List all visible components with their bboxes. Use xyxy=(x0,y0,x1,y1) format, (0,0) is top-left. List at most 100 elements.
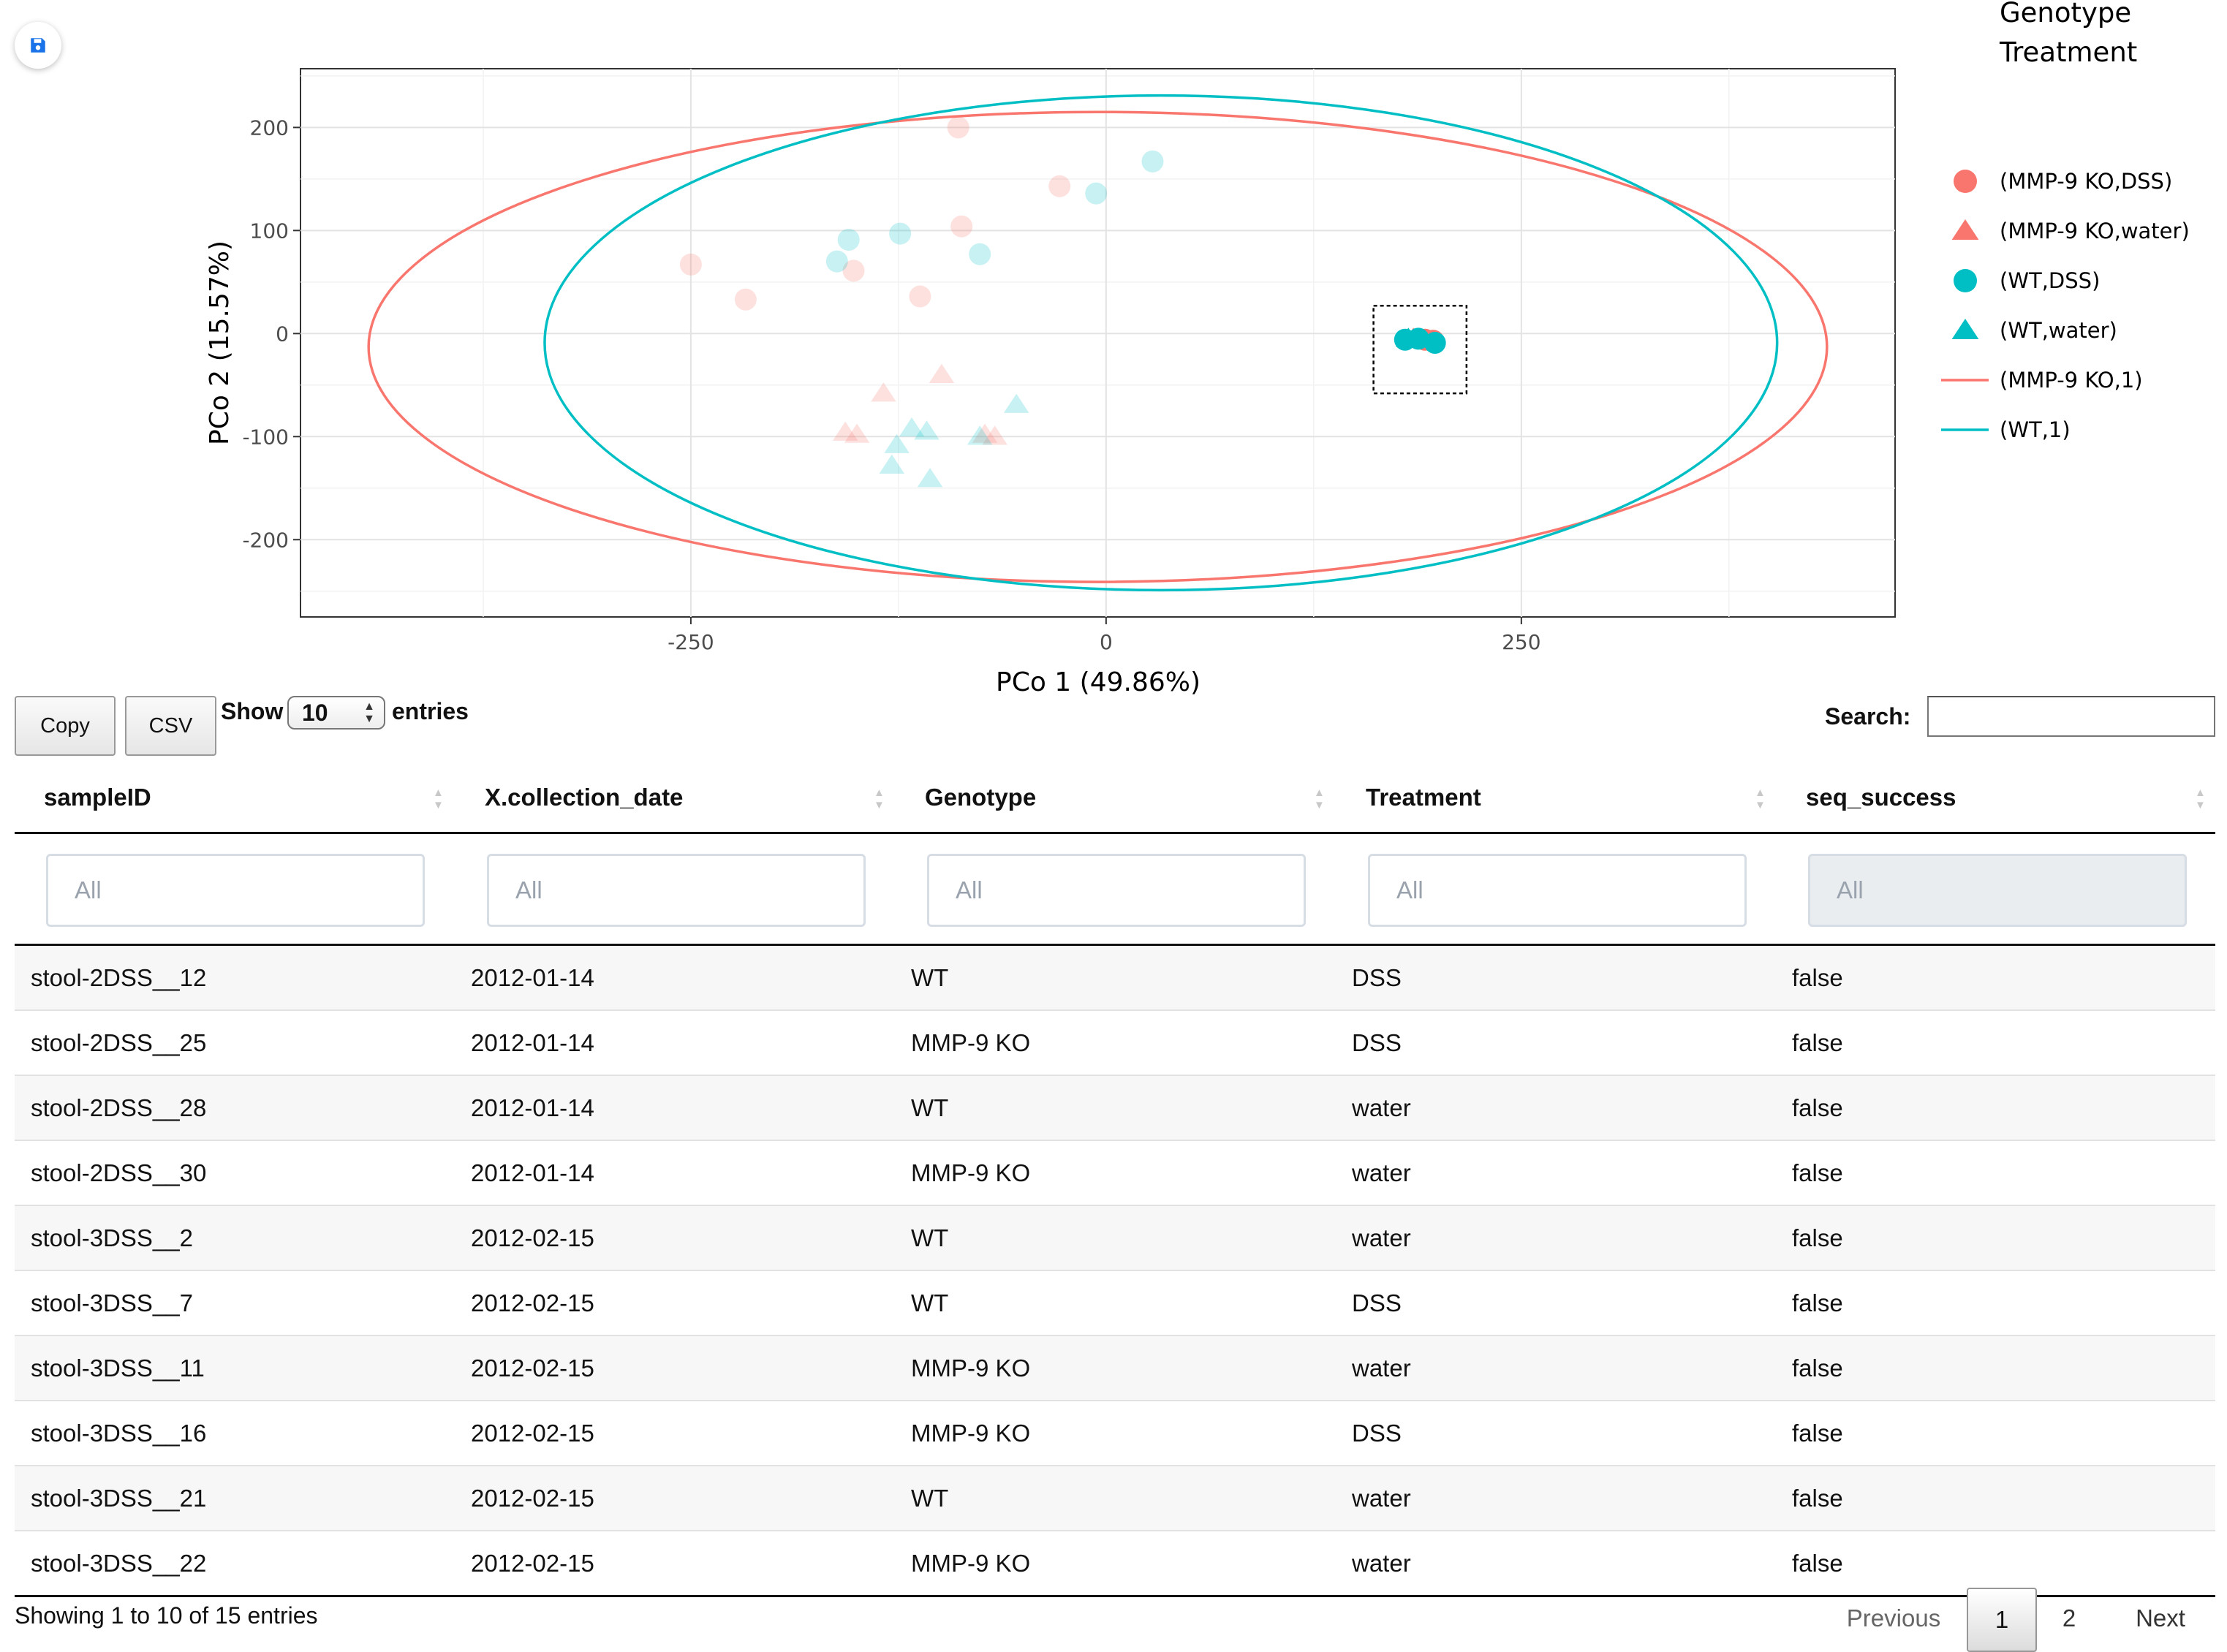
cell-collection-date: 2012-02-15 xyxy=(471,1550,594,1577)
faded-point xyxy=(1048,175,1071,197)
column-header-treatment[interactable]: Treatment xyxy=(1366,784,1481,811)
faded-point xyxy=(844,423,870,443)
csv-button[interactable]: CSV xyxy=(125,696,216,756)
cell-treatment: water xyxy=(1352,1094,1411,1121)
sort-icon[interactable]: ▲ ▼ xyxy=(2195,787,2206,811)
y-axis-title: PCo 2 (15.57%) xyxy=(205,240,235,445)
filter-collection-date[interactable]: All xyxy=(487,854,866,927)
filter-sampleid[interactable]: All xyxy=(46,854,425,927)
column-header-sampleid[interactable]: sampleID xyxy=(44,784,151,811)
cell-seq-success: false xyxy=(1792,1550,1843,1577)
table-row[interactable]: stool-2DSS__12 2012-01-14 WT DSS false xyxy=(15,946,2215,1011)
y-tick-label: 200 xyxy=(250,115,289,140)
cell-genotype: MMP-9 KO xyxy=(911,1354,1031,1382)
pagination-page-2[interactable]: 2 xyxy=(2062,1604,2076,1632)
table-row[interactable]: stool-3DSS__22 2012-02-15 MMP-9 KO water fal… xyxy=(15,1531,2215,1597)
cell-sampleid: stool-2DSS__12 xyxy=(31,964,207,991)
cell-seq-success: false xyxy=(1792,1029,1843,1056)
faded-point xyxy=(837,229,860,251)
faded-point xyxy=(917,468,943,488)
cell-seq-success: false xyxy=(1792,964,1843,991)
entries-select[interactable]: 10 ▲ ▼ xyxy=(287,696,385,730)
faded-point xyxy=(832,421,858,441)
cell-collection-date: 2012-01-14 xyxy=(471,1159,594,1186)
cell-sampleid: stool-3DSS__21 xyxy=(31,1485,207,1512)
cell-treatment: DSS xyxy=(1352,1289,1402,1316)
faded-point xyxy=(929,363,955,383)
cell-genotype: MMP-9 KO xyxy=(911,1550,1031,1577)
cell-genotype: MMP-9 KO xyxy=(911,1029,1031,1056)
faded-point xyxy=(909,285,931,308)
table-row[interactable]: stool-2DSS__28 2012-01-14 WT water false xyxy=(15,1076,2215,1141)
ellipses xyxy=(367,94,1829,592)
legend-label: (MMP-9 KO,DSS) xyxy=(2000,169,2172,194)
highlighted-point xyxy=(1396,327,1421,347)
pagination-next[interactable]: Next xyxy=(2136,1604,2185,1632)
show-label: Show xyxy=(221,698,284,724)
table-row[interactable]: stool-3DSS__16 2012-02-15 MMP-9 KO DSS false xyxy=(15,1401,2215,1466)
legend-label: (WT,DSS) xyxy=(2000,268,2100,293)
faded-point xyxy=(871,382,896,402)
y-tick-label: 100 xyxy=(250,219,289,243)
floppy-disk-icon xyxy=(31,38,45,53)
faded-point xyxy=(967,425,993,445)
cell-genotype: WT xyxy=(911,1485,949,1512)
filter-genotype[interactable]: All xyxy=(927,854,1306,927)
cell-genotype: WT xyxy=(911,964,949,991)
faded-point xyxy=(825,250,848,273)
cell-seq-success: false xyxy=(1792,1159,1843,1186)
pagination-page-1[interactable]: 1 xyxy=(1967,1588,2037,1652)
column-header-seq-success[interactable]: seq_success xyxy=(1806,784,1956,811)
entries-select-value: 10 xyxy=(302,700,328,726)
table-row[interactable]: stool-3DSS__7 2012-02-15 WT DSS false xyxy=(15,1271,2215,1336)
column-header-genotype[interactable]: Genotype xyxy=(925,784,1037,811)
y-tick-label: -100 xyxy=(242,425,289,449)
legend-label: (WT,1) xyxy=(2000,417,2071,442)
faded-point xyxy=(972,423,998,443)
save-plot-button[interactable] xyxy=(15,22,61,69)
table-row[interactable]: stool-3DSS__2 2012-02-15 WT water false xyxy=(15,1206,2215,1271)
copy-button[interactable]: Copy xyxy=(15,696,116,756)
gridlines xyxy=(300,69,1895,617)
sort-icon[interactable]: ▲ ▼ xyxy=(1314,787,1325,811)
confidence-ellipse xyxy=(367,110,1829,583)
sort-icon[interactable]: ▲ ▼ xyxy=(1755,787,1766,811)
faded-point xyxy=(884,433,910,453)
pagination-previous[interactable]: Previous xyxy=(1846,1604,1941,1632)
cell-collection-date: 2012-02-15 xyxy=(471,1354,594,1382)
search-input[interactable] xyxy=(1927,696,2215,737)
table-row[interactable]: stool-3DSS__21 2012-02-15 WT water false xyxy=(15,1466,2215,1531)
brush-selection-box xyxy=(1372,304,1468,395)
filter-treatment[interactable]: All xyxy=(1368,854,1747,927)
faded-point xyxy=(982,425,1007,445)
legend-label: (WT,water) xyxy=(2000,318,2117,343)
cell-genotype: MMP-9 KO xyxy=(911,1420,1031,1447)
cell-genotype: WT xyxy=(911,1094,949,1121)
cell-sampleid: stool-3DSS__7 xyxy=(31,1289,193,1316)
highlighted-point xyxy=(1423,332,1446,354)
cell-genotype: MMP-9 KO xyxy=(911,1159,1031,1186)
cell-treatment: DSS xyxy=(1352,1420,1402,1447)
faded-point xyxy=(914,420,939,440)
column-header-collection-date[interactable]: X.collection_date xyxy=(485,784,684,811)
cell-sampleid: stool-3DSS__2 xyxy=(31,1224,193,1251)
cell-collection-date: 2012-01-14 xyxy=(471,1094,594,1121)
cell-collection-date: 2012-01-14 xyxy=(471,964,594,991)
cell-genotype: WT xyxy=(911,1224,949,1251)
sort-icon[interactable]: ▲ ▼ xyxy=(433,787,444,811)
table-row[interactable]: stool-2DSS__30 2012-01-14 MMP-9 KO water fal… xyxy=(15,1141,2215,1206)
faded-point xyxy=(969,243,991,265)
sort-icon[interactable]: ▲ ▼ xyxy=(874,787,885,811)
table-row[interactable]: stool-2DSS__25 2012-01-14 MMP-9 KO DSS false xyxy=(15,1011,2215,1076)
y-tick-label: -200 xyxy=(242,528,289,552)
confidence-ellipse xyxy=(543,94,1779,592)
cell-genotype: WT xyxy=(911,1289,949,1316)
cell-seq-success: false xyxy=(1792,1224,1843,1251)
table-row[interactable]: stool-3DSS__11 2012-02-15 MMP-9 KO water fal… xyxy=(15,1336,2215,1401)
faded-point xyxy=(899,417,925,437)
faded-point xyxy=(947,116,969,139)
cell-sampleid: stool-2DSS__30 xyxy=(31,1159,207,1186)
cell-collection-date: 2012-02-15 xyxy=(471,1224,594,1251)
faded-point xyxy=(842,259,865,282)
cell-sampleid: stool-3DSS__22 xyxy=(31,1550,207,1577)
